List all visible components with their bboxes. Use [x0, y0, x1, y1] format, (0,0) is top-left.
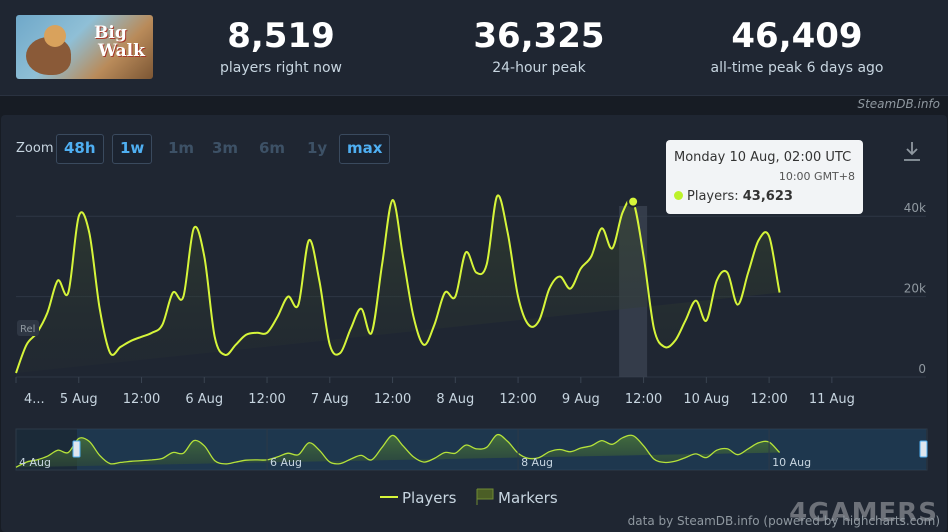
stat-value: 46,409	[731, 16, 863, 56]
tooltip-value-row: Players: 43,623	[674, 189, 793, 204]
y-tick-label: 40k	[904, 201, 926, 215]
download-icon[interactable]	[902, 140, 922, 162]
stat-label: players right now	[220, 60, 342, 76]
legend-players[interactable]: Players	[402, 489, 457, 507]
tooltip-series-label: Players:	[687, 189, 739, 204]
tooltip-date: Monday 10 Aug, 02:00 UTC	[674, 150, 852, 165]
stats-header: Big Walk 8,519 players right now 36,325 …	[0, 0, 948, 96]
zoom-max-button[interactable]: max	[339, 134, 391, 164]
y-tick-label: 20k	[904, 282, 926, 296]
navigator-left-handle[interactable]	[72, 440, 81, 458]
x-tick-label: 12:00	[499, 392, 536, 407]
zoom-1m-button[interactable]: 1m	[168, 139, 195, 157]
stat-24h-peak: 36,325 24-hour peak	[424, 16, 654, 76]
game-logo-line2: Walk	[98, 41, 145, 61]
navigator-area	[16, 434, 780, 468]
zoom-1w-button[interactable]: 1w	[112, 134, 153, 164]
navigator-right-handle[interactable]	[919, 440, 928, 458]
stat-value: 8,519	[227, 16, 335, 56]
tooltip: Monday 10 Aug, 02:00 UTC 10:00 GMT+8 Pla…	[666, 140, 863, 214]
x-tick-label: 7 Aug	[311, 392, 349, 407]
navigator-line	[15, 433, 781, 468]
stat-label: 24-hour peak	[492, 60, 586, 76]
navigator-labels: 4 Aug 6 Aug 8 Aug 10 Aug	[19, 429, 811, 470]
players-area	[16, 195, 780, 373]
x-tick-label: 8 Aug	[436, 392, 474, 407]
tooltip-value: 43,623	[742, 189, 793, 204]
release-marker[interactable]	[17, 320, 39, 336]
x-tick-label: 12:00	[248, 392, 285, 407]
x-tick-label: 12:00	[123, 392, 160, 407]
zoom-1y-button[interactable]: 1y	[307, 139, 328, 157]
stat-label: all-time peak 6 days ago	[710, 60, 884, 76]
x-tick-label: 4...	[24, 392, 45, 407]
legend-markers-flag-icon	[476, 488, 494, 505]
zoom-6m-button[interactable]: 6m	[259, 139, 286, 157]
zoom-48h-button[interactable]: 48h	[56, 134, 104, 164]
hover-point[interactable]	[627, 195, 640, 208]
stat-current-players: 8,519 players right now	[166, 16, 396, 76]
x-tick-label: 11 Aug	[809, 392, 855, 407]
zoom-label: Zoom	[16, 141, 54, 156]
stat-all-time-peak: 46,409 all-time peak 6 days ago	[682, 16, 912, 76]
game-thumbnail[interactable]: Big Walk	[16, 15, 153, 79]
game-logo-line1: Big	[94, 23, 127, 43]
navigator[interactable]: 4 Aug 6 Aug 8 Aug 10 Aug	[15, 428, 928, 471]
watermark: 4GAMERS	[789, 498, 938, 528]
x-tick-label: 5 Aug	[60, 392, 98, 407]
steamdb-credit[interactable]: SteamDB.info	[857, 97, 940, 111]
navigator-label: 8 Aug	[521, 456, 553, 469]
x-tick-label: 12:00	[625, 392, 662, 407]
release-marker-label: Rel	[20, 324, 35, 335]
thumbnail-art-head	[44, 25, 66, 47]
x-tick-label: 9 Aug	[562, 392, 600, 407]
players-series-line[interactable]	[15, 194, 781, 374]
x-tick-label: 10 Aug	[683, 392, 729, 407]
navigator-label: 6 Aug	[270, 456, 302, 469]
x-axis-ticks: 4... 5 Aug 12:00 6 Aug 12:00 7 Aug 12:00 8 Aug 1…	[15, 377, 855, 407]
stat-value: 36,325	[473, 16, 605, 56]
x-tick-label: 12:00	[750, 392, 787, 407]
legend-markers[interactable]: Markers	[498, 489, 558, 507]
x-tick-label: 6 Aug	[185, 392, 223, 407]
x-tick-label: 12:00	[374, 392, 411, 407]
series-dot-icon	[674, 191, 683, 200]
y-axis-ticks: 0 20k 40k	[904, 201, 926, 376]
y-tick-label: 0	[918, 362, 926, 376]
zoom-3m-button[interactable]: 3m	[212, 139, 239, 157]
footer-credit[interactable]: data by SteamDB.info (powered by highcha…	[627, 514, 940, 528]
navigator-label: 4 Aug	[19, 456, 51, 469]
tooltip-local-time: 10:00 GMT+8	[778, 170, 855, 183]
navigator-label: 10 Aug	[772, 456, 811, 469]
